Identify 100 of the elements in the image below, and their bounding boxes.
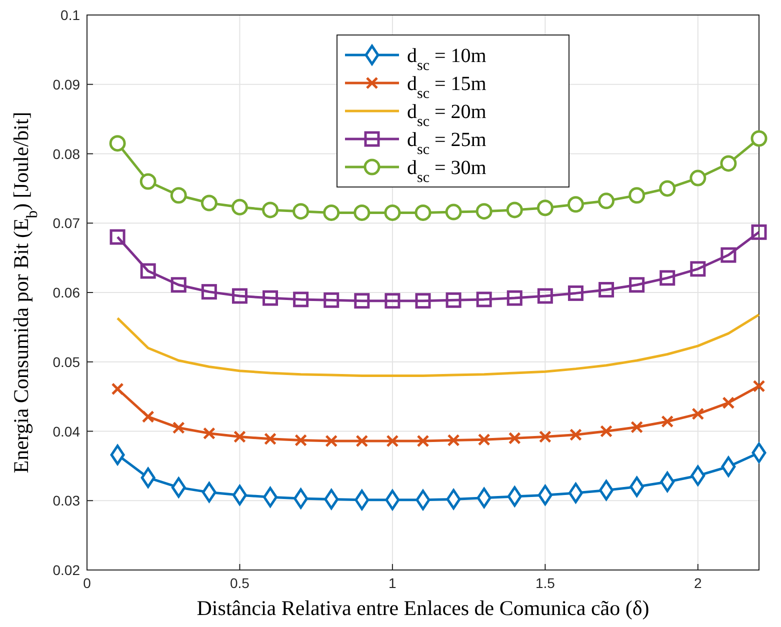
point — [568, 285, 584, 301]
point — [263, 486, 278, 508]
point — [630, 476, 644, 497]
point — [720, 247, 736, 263]
point — [386, 434, 399, 448]
point — [170, 277, 186, 293]
point — [446, 488, 461, 510]
point — [140, 173, 156, 190]
point — [171, 477, 186, 498]
point — [231, 198, 248, 216]
point — [416, 490, 430, 510]
point — [690, 261, 706, 277]
point — [628, 187, 646, 204]
point — [292, 203, 310, 220]
point — [140, 263, 156, 279]
point — [354, 204, 370, 221]
point — [567, 196, 584, 213]
point — [752, 380, 766, 392]
point — [721, 456, 736, 477]
point — [110, 229, 126, 245]
point — [446, 292, 462, 308]
line-series — [116, 313, 760, 377]
point — [415, 293, 431, 309]
point — [354, 293, 370, 309]
point — [720, 155, 737, 172]
point — [751, 224, 767, 240]
point — [111, 382, 124, 396]
point — [202, 482, 216, 503]
point — [692, 408, 704, 420]
point — [569, 428, 582, 441]
y-tick-label: 0.09 — [52, 76, 80, 92]
point — [172, 422, 185, 434]
point — [170, 187, 187, 204]
point — [508, 432, 521, 444]
y-tick-label: 0.03 — [52, 492, 80, 509]
y-tick-label: 0.04 — [52, 423, 80, 440]
x-tick-label: 0.5 — [230, 575, 250, 591]
point — [630, 420, 644, 434]
x-axis-title: Distância Relativa entre Enlaces de Comunica cão (δ) — [196, 596, 650, 620]
point — [476, 203, 492, 220]
point — [722, 396, 735, 410]
point — [629, 277, 645, 293]
y-tick-label: 0.1 — [60, 7, 80, 23]
point — [264, 432, 277, 446]
point — [598, 282, 614, 298]
y-tick-label: 0.07 — [52, 215, 80, 232]
y-tick-label: 0.02 — [52, 562, 80, 578]
point — [201, 284, 217, 300]
point — [507, 486, 522, 507]
point — [599, 480, 614, 500]
point — [384, 293, 400, 309]
point — [354, 490, 370, 510]
point — [356, 434, 368, 448]
point — [506, 290, 522, 306]
point — [384, 204, 401, 221]
point — [660, 472, 675, 492]
point — [294, 488, 308, 509]
point — [414, 204, 432, 221]
point — [110, 444, 125, 466]
point — [750, 130, 768, 147]
point — [478, 433, 490, 446]
x-tick-label: 0 — [83, 575, 92, 591]
point — [324, 488, 339, 510]
point — [690, 465, 706, 486]
x-tick-label: 1 — [388, 575, 397, 591]
point — [538, 484, 552, 506]
point — [447, 434, 460, 447]
point — [262, 202, 279, 218]
point — [445, 204, 462, 220]
point — [600, 425, 613, 438]
point — [660, 270, 676, 286]
point — [752, 442, 766, 464]
point — [200, 194, 218, 212]
point — [323, 204, 340, 221]
x-tick-label: 2 — [694, 575, 702, 591]
legend-label: d$_{sc}$ = 15m — [407, 73, 487, 102]
legend-label: d$_{sc}$ = 10m — [407, 45, 487, 74]
x-tick-label: 1.5 — [535, 575, 556, 591]
legend-label: d$_{sc}$ = 20m — [407, 101, 487, 130]
y-tick-label: 0.08 — [52, 146, 80, 162]
point — [506, 202, 523, 218]
y-tick-label: 0.05 — [52, 354, 80, 370]
point — [202, 427, 216, 440]
legend-label: d$_{sc}$ = 25m — [407, 129, 487, 158]
point — [416, 434, 430, 448]
point — [661, 415, 674, 428]
y-tick-label: 0.06 — [52, 284, 80, 300]
point — [233, 430, 246, 444]
point — [262, 290, 278, 306]
point — [232, 484, 247, 506]
legend-label: d$_{sc}$ = 30m — [407, 157, 487, 186]
point — [690, 170, 706, 186]
point — [232, 288, 248, 304]
point — [140, 467, 156, 488]
point — [476, 292, 492, 308]
point — [568, 482, 583, 504]
point — [659, 180, 676, 197]
point — [142, 410, 154, 423]
point — [325, 434, 338, 448]
point — [536, 200, 554, 216]
